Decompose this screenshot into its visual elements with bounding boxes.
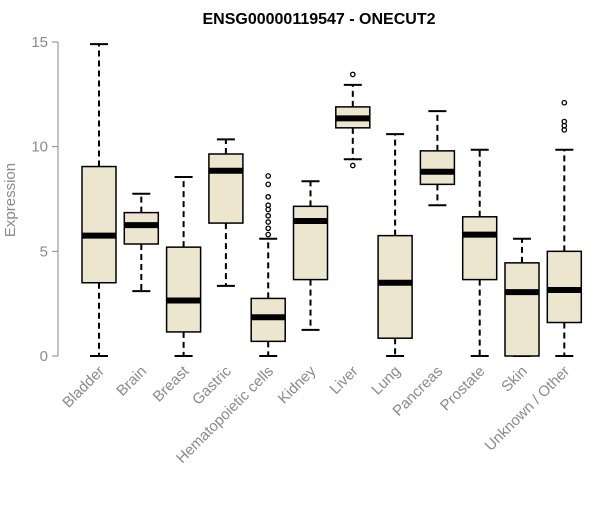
x-category-label: Prostate (437, 363, 489, 415)
box-skin (504, 237, 540, 357)
outlier-point (265, 173, 272, 179)
y-axis: 0 5 10 15 (31, 34, 59, 365)
outlier-point (561, 118, 568, 125)
x-category-label: Lung (368, 363, 404, 399)
box-rect (81, 165, 117, 284)
box-rect (377, 234, 413, 339)
outlier-point (265, 225, 272, 232)
box-liver (335, 71, 371, 169)
box-breast (165, 176, 202, 357)
box-unknown-other (546, 99, 583, 357)
box-lung (377, 133, 413, 357)
box-kidney (292, 180, 329, 331)
x-category-label: Brain (113, 363, 150, 400)
x-category-label: Liver (327, 363, 362, 398)
x-category-label: Kidney (275, 362, 320, 407)
box-rect (504, 262, 540, 357)
box-rect (419, 150, 456, 186)
box-gastric (208, 138, 244, 287)
box-bladder (81, 43, 117, 357)
box-rect (208, 153, 244, 224)
outlier-point (349, 162, 356, 169)
box-rect (461, 216, 498, 281)
box-pancreas (419, 110, 456, 207)
y-axis-label: Expression (2, 163, 19, 237)
box-rect (292, 205, 329, 281)
y-tick-label: 5 (40, 243, 48, 260)
x-category-label: Bladder (59, 363, 108, 412)
outlier-point (265, 212, 272, 219)
y-tick-label: 0 (40, 348, 48, 365)
boxes-group (81, 43, 583, 357)
outlier-point (265, 219, 272, 225)
x-category-label: Skin (498, 363, 531, 396)
outlier-point (265, 202, 272, 209)
box-hematopoietic-cells (250, 173, 286, 357)
box-rect (546, 250, 583, 324)
box-prostate (461, 148, 498, 357)
outlier-point (265, 194, 272, 200)
outlier-point (265, 231, 272, 238)
y-tick-label: 10 (31, 139, 48, 156)
box-rect (123, 211, 160, 245)
box-brain (123, 192, 160, 293)
outlier-point (265, 181, 272, 188)
chart-title: ENSG00000119547 - ONECUT2 (202, 11, 435, 28)
outlier-point (349, 71, 356, 78)
y-tick-label: 15 (31, 34, 48, 51)
box-rect (165, 246, 202, 333)
x-category-label: Breast (150, 362, 193, 405)
outlier-point (561, 99, 568, 106)
